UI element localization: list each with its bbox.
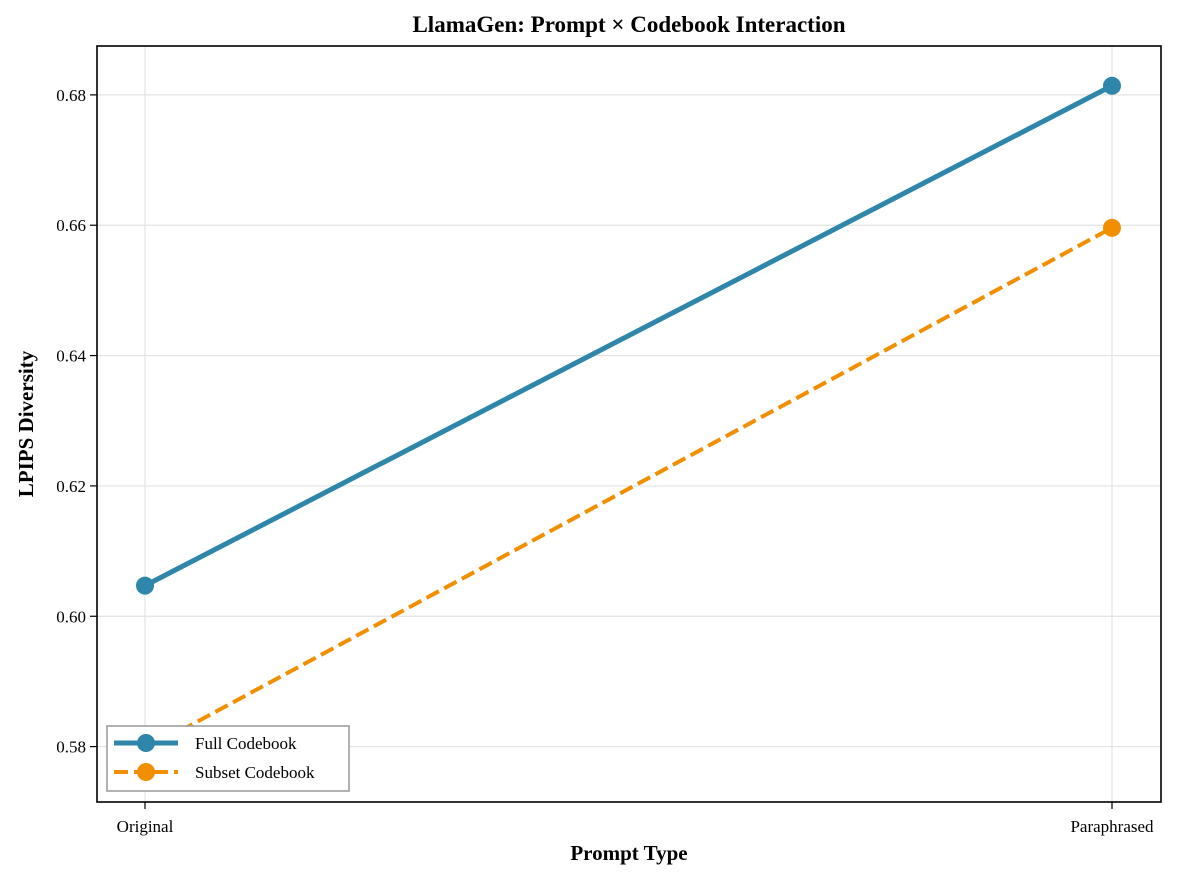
legend-marker-2 xyxy=(137,763,155,781)
data-point-1 xyxy=(1103,76,1121,95)
chart-title: LlamaGen: Prompt × Codebook Interaction xyxy=(412,12,845,37)
x-axis-label: Prompt Type xyxy=(570,841,687,865)
y-tick-label: 0.68 xyxy=(56,86,86,105)
y-tick-label: 0.64 xyxy=(56,347,86,366)
y-tick-label: 0.62 xyxy=(56,477,86,496)
data-point-1 xyxy=(136,576,154,595)
y-tick-label: 0.60 xyxy=(56,607,86,626)
legend-marker-1 xyxy=(137,734,155,752)
series-layer xyxy=(136,76,1121,759)
y-axis-label: LPIPS Diversity xyxy=(14,350,38,497)
y-tick-label: 0.58 xyxy=(56,738,86,757)
legend: Full Codebook Subset Codebook xyxy=(106,725,350,792)
y-tick-label: 0.66 xyxy=(56,216,86,235)
legend-label-1: Full Codebook xyxy=(195,734,297,753)
legend-label-2: Subset Codebook xyxy=(195,763,315,782)
data-point-2 xyxy=(1103,218,1121,237)
series-line-2 xyxy=(144,226,1113,752)
series-line-1 xyxy=(143,83,1114,588)
plot-frame xyxy=(96,45,1162,803)
ticks: 0.58 0.60 0.62 0.64 0.66 0.68 Original Paraphra… xyxy=(56,86,1154,836)
x-tick-label: Original xyxy=(117,817,174,836)
x-tick-label: Paraphrased xyxy=(1070,817,1154,836)
grid xyxy=(97,46,1161,802)
